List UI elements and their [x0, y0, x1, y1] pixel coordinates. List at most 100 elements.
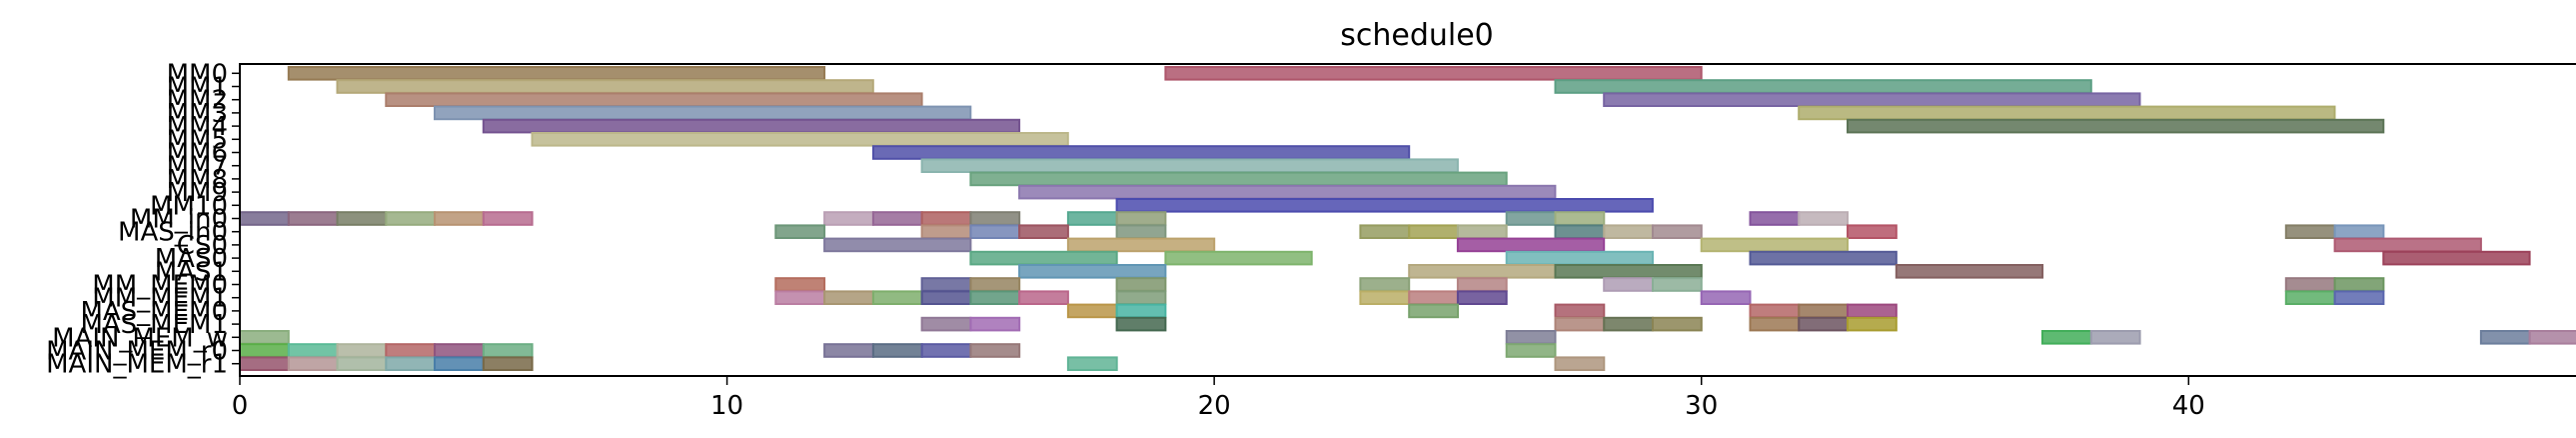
task-bar [1895, 264, 2044, 279]
task-bar [871, 290, 923, 305]
task-bar [1456, 237, 1606, 253]
task-bar [2479, 330, 2531, 345]
task-bar [1066, 356, 1118, 371]
task-bar [434, 343, 485, 358]
task-bar [823, 211, 874, 226]
task-bar [1408, 303, 1459, 319]
x-tick-label: 10 [710, 391, 743, 421]
task-bar [482, 211, 534, 226]
task-bar [920, 290, 972, 305]
task-bar [336, 356, 388, 371]
task-bar [1847, 224, 1898, 239]
task-bar [287, 66, 826, 81]
task-bar [774, 290, 826, 305]
task-bar [774, 224, 826, 239]
task-bar [1115, 316, 1167, 332]
task-bar [1359, 224, 1411, 239]
task-bar [920, 316, 972, 332]
y-tick-label: MAIN_MEM_r0 [46, 337, 228, 367]
task-bar [1652, 277, 1703, 292]
task-bar [239, 356, 290, 371]
task-bar [2333, 277, 2385, 292]
task-bar [1652, 224, 1703, 239]
y-tick-label: MM5 [167, 125, 228, 155]
task-bar [1066, 303, 1118, 319]
y-tick-label: MM1 [167, 73, 228, 103]
y-tick-label: MM_MEM0 [92, 271, 228, 301]
task-bar [1554, 303, 1606, 319]
task-bar [482, 356, 534, 371]
task-bar [336, 79, 874, 94]
task-bars [239, 66, 2576, 371]
task-bar [1408, 290, 1459, 305]
task-bar [1603, 316, 1654, 332]
task-bar [385, 92, 923, 108]
y-tick-label: MAS0 [155, 244, 228, 274]
x-tick-label: 40 [2172, 391, 2205, 421]
y-tick-label: MM_MEM1 [92, 284, 228, 314]
task-bar [1603, 92, 2141, 108]
task-bar [239, 343, 290, 358]
task-bar [920, 211, 972, 226]
y-tick-label: MM8 [167, 165, 228, 195]
task-bar [2528, 330, 2576, 345]
task-bar [482, 118, 1021, 134]
task-bar [1847, 316, 1898, 332]
task-bar [1749, 303, 1801, 319]
task-bar [1847, 303, 1898, 319]
y-tick-label: MM2 [167, 86, 228, 116]
task-bar [1115, 303, 1167, 319]
y-tick-label: MM10 [150, 191, 228, 221]
task-bar [1749, 211, 1801, 226]
task-bar [1359, 277, 1411, 292]
task-bar [823, 290, 874, 305]
task-bar [1164, 66, 1703, 81]
y-tick-label: MM_in0 [130, 205, 228, 235]
task-bar [1798, 211, 1849, 226]
y-tick-label: MAIN_MEM_w [52, 323, 228, 353]
task-bar [239, 211, 290, 226]
task-bar [774, 277, 826, 292]
y-tick-label: CS0 [177, 231, 228, 261]
task-bar [1505, 211, 1557, 226]
task-bar [1554, 211, 1606, 226]
task-bar [287, 343, 339, 358]
task-bar [1115, 224, 1167, 239]
task-bar [2041, 330, 2092, 345]
task-bar [1798, 316, 1849, 332]
task-bar [1066, 237, 1216, 253]
task-bar [1115, 198, 1654, 213]
task-bar [1505, 250, 1654, 266]
task-bar [336, 343, 388, 358]
task-bar [1749, 250, 1898, 266]
task-bar [2333, 237, 2482, 253]
task-bar [385, 343, 437, 358]
y-tick-label: MAIN_MEM_r1 [46, 350, 228, 380]
task-bar [2284, 224, 2336, 239]
task-bar [823, 343, 874, 358]
y-tick-label: MAS_MEM1 [80, 310, 228, 340]
task-bar [920, 158, 1459, 173]
task-bar [1115, 211, 1167, 226]
task-bar [1847, 118, 2385, 134]
task-bar [1652, 316, 1703, 332]
task-bar [434, 211, 485, 226]
task-bar [1456, 224, 1508, 239]
task-bar [1018, 224, 1069, 239]
y-axis: MM0MM1MM2MM3MM4MM5MM6MM7MM8MM9MM10MM_in0… [46, 59, 240, 380]
task-bar [2333, 290, 2385, 305]
task-bar [2284, 277, 2336, 292]
task-bar [1408, 224, 1459, 239]
task-bar [1700, 290, 1752, 305]
task-bar [1066, 211, 1118, 226]
task-bar [871, 145, 1411, 160]
plot-frame [239, 63, 2576, 377]
task-bar [1603, 224, 1654, 239]
task-bar [1554, 79, 2092, 94]
task-bar [287, 211, 339, 226]
task-bar [920, 343, 972, 358]
task-bar [2382, 250, 2531, 266]
x-tick-label: 20 [1198, 391, 1231, 421]
task-bar [434, 105, 972, 121]
